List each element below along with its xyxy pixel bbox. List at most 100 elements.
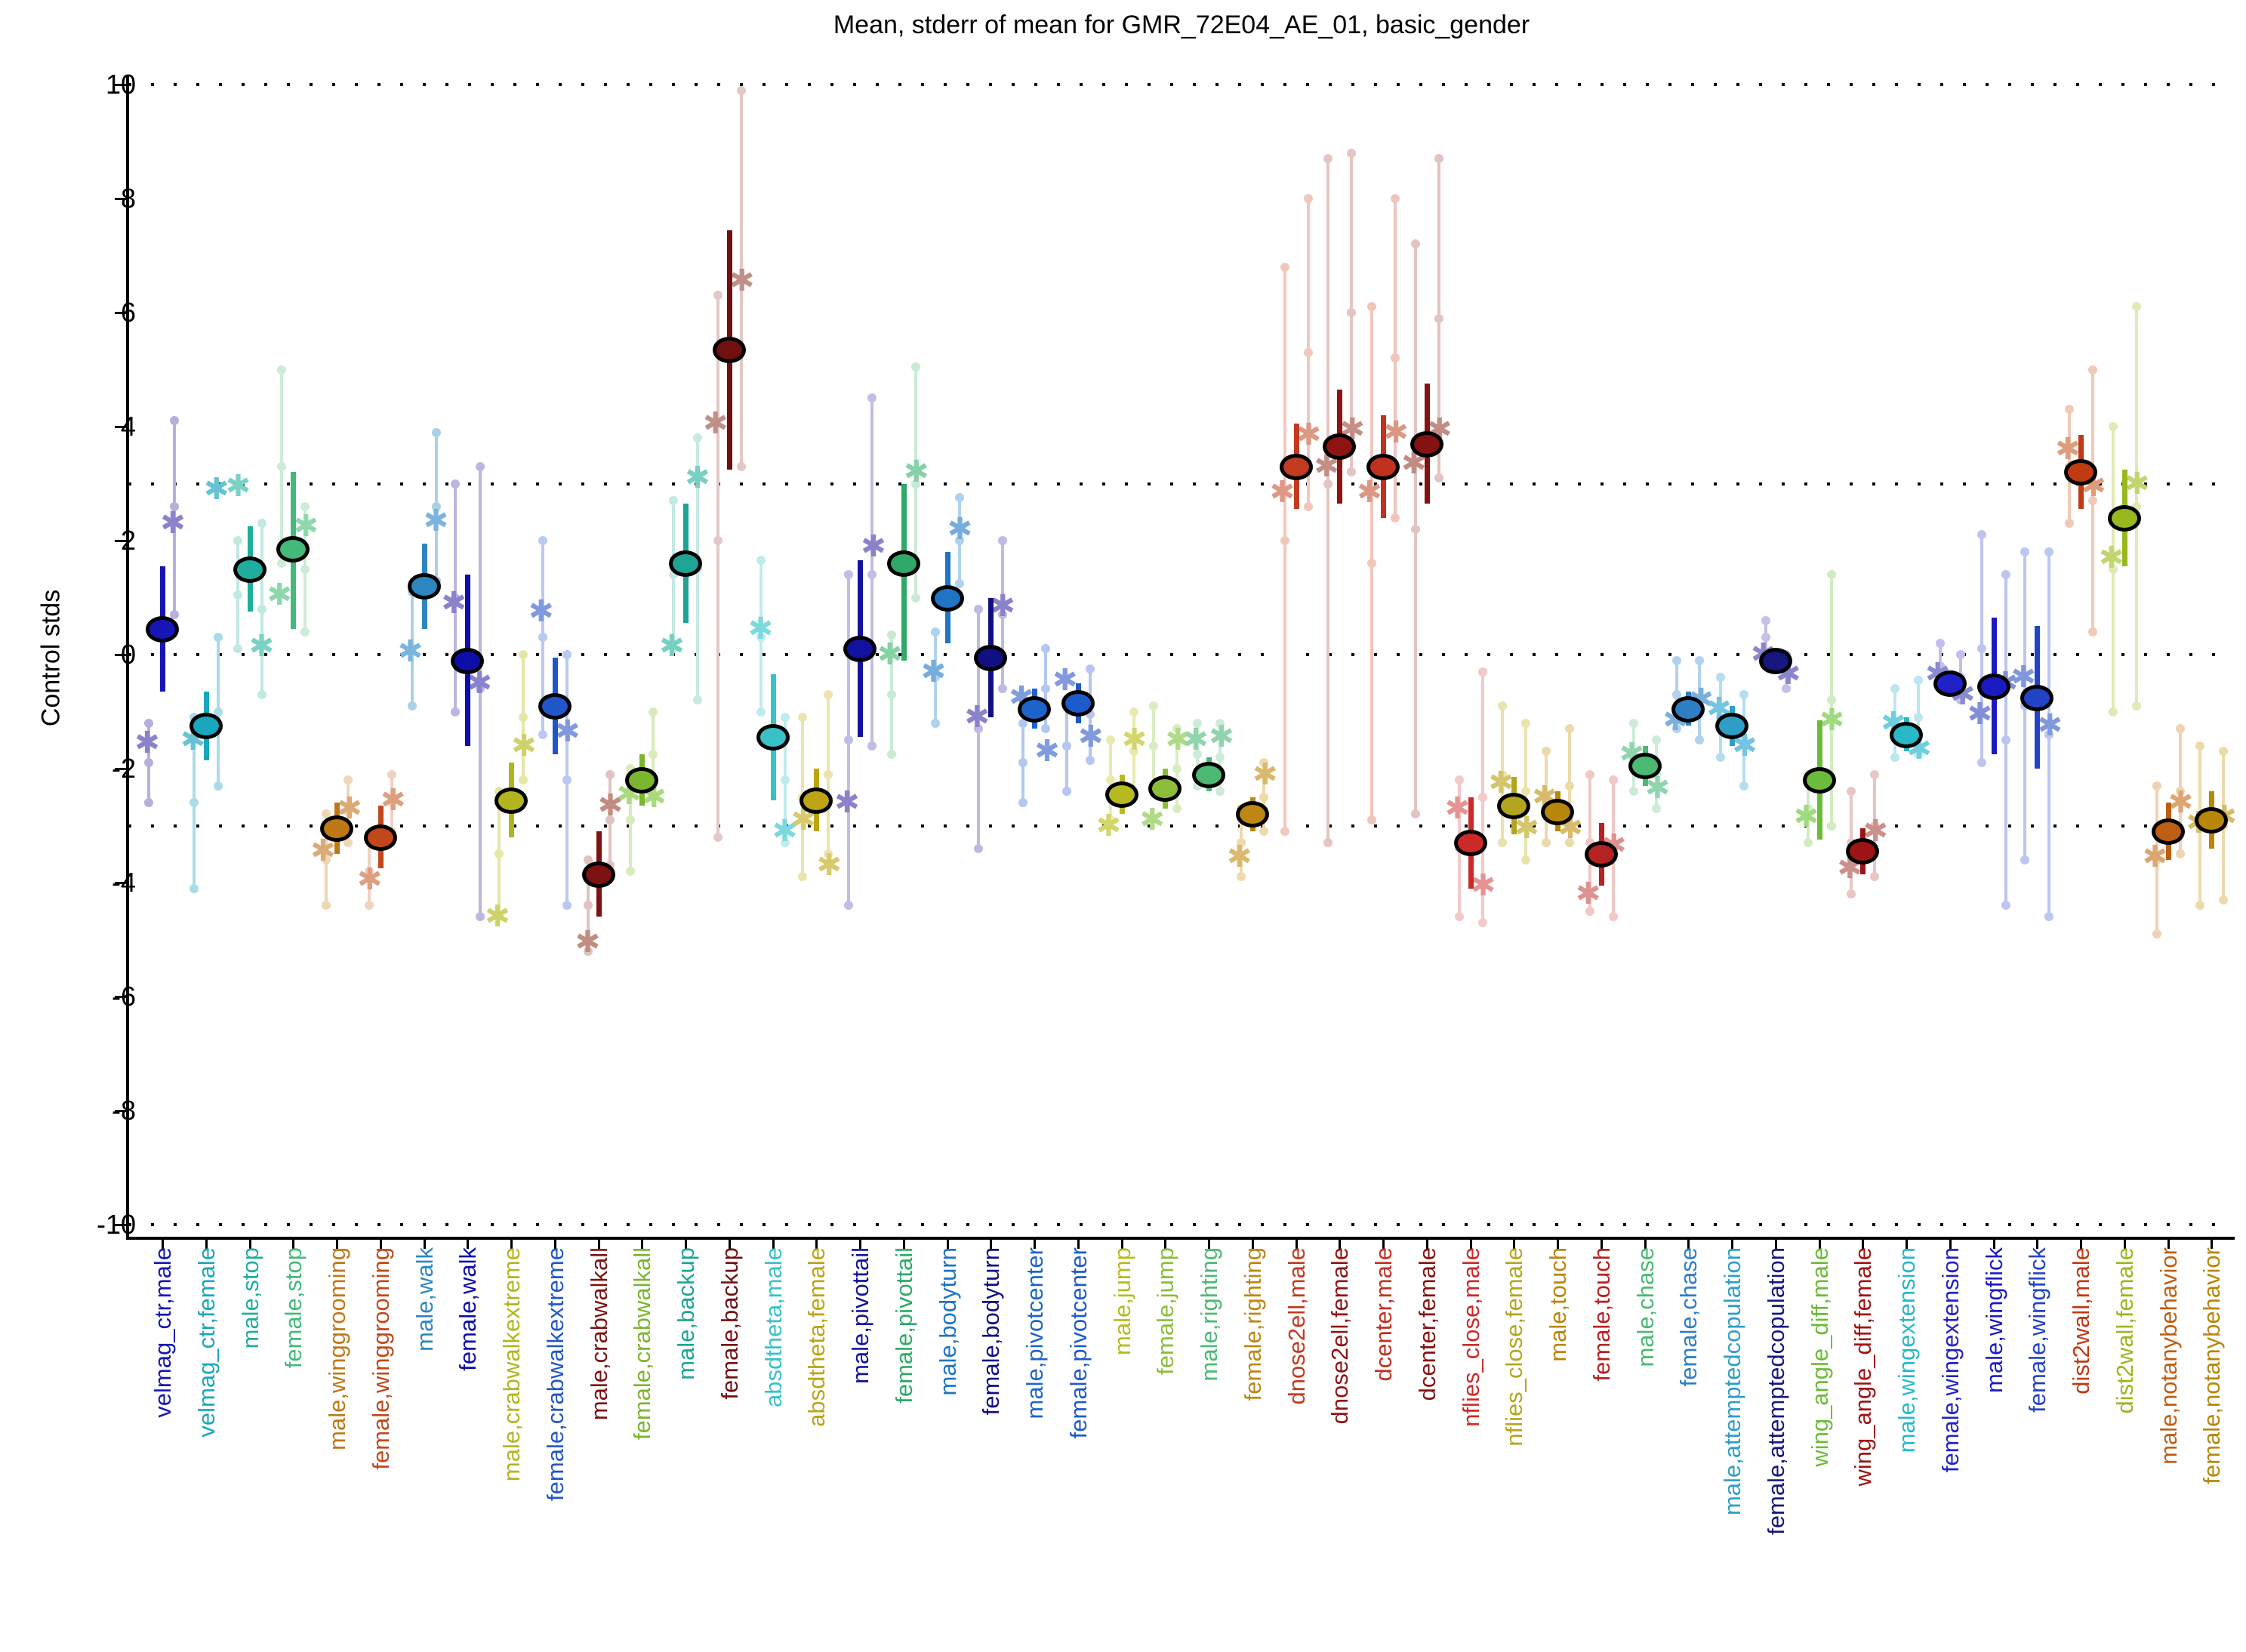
satellite-dot: [2152, 929, 2161, 938]
satellite-dot: [1716, 673, 1725, 683]
satellite-dot: [1695, 655, 1705, 665]
satellite-errorbar: [1283, 267, 1286, 832]
satellite-dot: [1521, 855, 1531, 865]
x-tick-label: male,wingflick: [1980, 1247, 2007, 1393]
satellite-dot: [693, 433, 702, 443]
x-tick-mark: [467, 1240, 470, 1249]
y-tick-mark: [115, 198, 127, 200]
dotted-gridline: [128, 1223, 2233, 1226]
satellite-dot: [1498, 769, 1508, 779]
y-tick-label: 6: [120, 297, 136, 328]
x-tick-label: wing_angle_diff,male: [1806, 1247, 1833, 1467]
x-tick-mark: [990, 1240, 993, 1249]
y-tick-label: -10: [96, 1209, 136, 1240]
y-axis-line: [126, 76, 129, 1240]
satellite-dot: [2044, 547, 2054, 557]
satellite-dot: [1041, 684, 1050, 694]
satellite-dot: [2175, 724, 2185, 734]
satellite-dot: [1628, 787, 1638, 797]
satellite-dot: [1976, 758, 1986, 768]
satellite-dot: [387, 769, 396, 779]
x-tick-mark: [248, 1240, 251, 1249]
satellite-dot: [1585, 769, 1594, 779]
satellite-dot: [886, 689, 896, 699]
mean-marker: [1584, 841, 1618, 868]
satellite-dot: [1454, 775, 1464, 785]
satellite-dot: [1085, 755, 1095, 765]
satellite-dot: [1149, 741, 1159, 750]
satellite-errorbar: [716, 295, 719, 837]
satellite-dot: [1215, 718, 1225, 728]
satellite-dot: [886, 750, 896, 760]
x-tick-mark: [292, 1240, 295, 1249]
x-tick-label: male,backup: [673, 1247, 699, 1380]
x-tick-mark: [685, 1240, 687, 1249]
y-tick-mark: [115, 312, 127, 314]
mean-marker: [1541, 798, 1574, 825]
x-tick-mark: [1077, 1240, 1080, 1249]
x-tick-label: male,pivotcenter: [1021, 1247, 1048, 1419]
x-tick-mark: [2036, 1240, 2039, 1249]
dotted-gridline: [128, 824, 2233, 828]
mean-marker: [669, 550, 702, 578]
satellite-dot: [233, 644, 242, 654]
x-tick-mark: [859, 1240, 861, 1249]
satellite-dot: [1259, 792, 1268, 802]
mean-marker: [1105, 781, 1138, 808]
y-tick-mark: [115, 996, 127, 998]
satellite-dot: [1628, 718, 1638, 728]
satellite-dot: [1236, 872, 1246, 882]
satellite-dot: [257, 604, 267, 614]
satellite-dot: [1323, 838, 1333, 848]
y-tick-label: 10: [105, 69, 136, 100]
satellite-dot: [1236, 838, 1246, 848]
satellite-dot: [1608, 912, 1618, 922]
satellite-errorbar: [1326, 159, 1330, 843]
satellite-dot: [605, 769, 615, 779]
x-tick-label: male,bodyturn: [934, 1247, 961, 1396]
x-tick-mark: [1034, 1240, 1036, 1249]
x-tick-mark: [1862, 1240, 1865, 1249]
x-tick-label: male,wingextension: [1893, 1247, 1920, 1453]
x-tick-mark: [1557, 1240, 1559, 1249]
satellite-dot: [1323, 479, 1333, 489]
x-tick-mark: [1774, 1240, 1777, 1249]
satellite-dot: [233, 536, 242, 545]
satellite-dot: [1061, 787, 1071, 797]
satellite-dot: [798, 872, 808, 882]
satellite-dot: [562, 901, 572, 911]
y-tick-mark: [115, 426, 127, 428]
dotted-gridline: [128, 83, 2233, 86]
y-tick-label: 0: [120, 639, 136, 670]
satellite-dot: [1870, 872, 1880, 882]
satellite-dot: [1215, 752, 1225, 762]
satellite-dot: [2108, 422, 2118, 431]
satellite-dot: [322, 855, 331, 865]
satellite-dot: [1672, 724, 1682, 734]
satellite-dot: [1391, 194, 1400, 203]
satellite-dot: [1847, 787, 1856, 797]
x-tick-mark: [1425, 1240, 1428, 1249]
x-tick-label: nflies_close,male: [1457, 1247, 1484, 1427]
mean-marker: [843, 636, 877, 663]
satellite-dot: [844, 735, 853, 745]
satellite-dot: [1826, 821, 1836, 831]
satellite-dot: [713, 291, 722, 301]
satellite-dot: [1303, 347, 1313, 357]
satellite-dot: [2108, 707, 2118, 717]
mean-marker: [1976, 673, 2010, 700]
satellite-dot: [1280, 262, 1289, 272]
x-tick-mark: [423, 1240, 426, 1249]
satellite-dot: [756, 707, 766, 717]
satellite-dot: [2175, 849, 2185, 859]
satellite-dot: [867, 741, 877, 750]
x-tick-label: male,chase: [1631, 1247, 1659, 1367]
satellite-dot: [1280, 827, 1289, 837]
satellite-dot: [257, 519, 267, 529]
satellite-dot: [736, 85, 746, 95]
mean-marker: [1235, 801, 1269, 828]
satellite-dot: [1149, 701, 1159, 710]
y-tick-mark: [115, 1110, 127, 1112]
x-tick-mark: [815, 1240, 818, 1249]
satellite-dot: [277, 461, 287, 471]
